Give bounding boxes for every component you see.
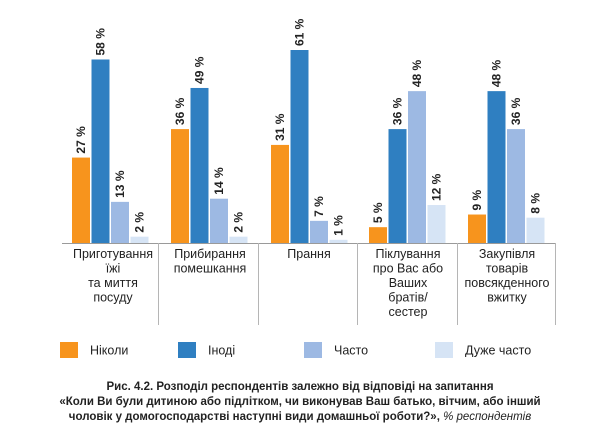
caption-line-3-row: чоловік у домогосподарстві наступні види… xyxy=(20,410,580,425)
bar-5-4 xyxy=(526,217,545,243)
category-label-line: Піклування xyxy=(376,247,441,261)
category-label-line: Закупівля xyxy=(479,247,535,261)
bar-1-2 xyxy=(91,59,110,243)
bar-4-1 xyxy=(369,227,387,243)
legend-label: Іноді xyxy=(208,344,235,358)
bar-1-4 xyxy=(130,236,149,243)
bar-value-label: 7 % xyxy=(312,196,326,217)
caption-line-1: Рис. 4.2. Розподіл респондентів залежно … xyxy=(106,381,494,393)
legend-item: Часто xyxy=(304,342,368,358)
bar-value-label: 9 % xyxy=(470,190,484,211)
category-label: Приготування їжі та миття посуду xyxy=(73,247,153,305)
bar-1-3 xyxy=(111,201,129,243)
legend-item: Дуже часто xyxy=(435,342,531,358)
category-label: Прання xyxy=(287,247,330,261)
legend-swatch xyxy=(304,342,322,358)
category-label-line: про Вас або xyxy=(373,262,443,276)
legend-item: Іноді xyxy=(178,342,235,358)
legend-label: Дуже часто xyxy=(465,344,531,358)
legend-swatch xyxy=(60,342,78,358)
bar-chart: 27 %58 %13 %2 %Приготування їжі та миття по… xyxy=(60,18,556,358)
category-label-line: повсякденного xyxy=(465,276,550,290)
bar-value-label: 12 % xyxy=(430,173,444,201)
bar-3-1 xyxy=(271,144,289,243)
bar-value-label: 1 % xyxy=(332,215,346,236)
bar-value-label: 8 % xyxy=(529,193,543,214)
bar-value-label: 36 % xyxy=(509,97,523,125)
bar-5-2 xyxy=(487,91,506,243)
category-label-line: Прибирання xyxy=(174,247,246,261)
bar-value-label: 48 % xyxy=(490,59,504,87)
bar-value-label: 13 % xyxy=(113,170,127,198)
bar-4-4 xyxy=(427,205,446,243)
bar-5-3 xyxy=(507,129,525,243)
bar-3-3 xyxy=(310,220,328,243)
legend-swatch xyxy=(435,342,453,358)
category-label-line: товарів xyxy=(486,262,529,276)
legend-label: Ніколи xyxy=(90,344,128,358)
legend-swatch xyxy=(178,342,196,358)
bar-value-label: 2 % xyxy=(133,212,147,233)
bar-value-label: 48 % xyxy=(410,59,424,87)
category-label-line: сестер xyxy=(389,305,428,319)
bar-value-label: 5 % xyxy=(371,202,385,223)
category-label-line: їжі xyxy=(105,262,121,276)
category-label-line: та миття xyxy=(88,276,138,290)
category-label-line: посуду xyxy=(93,291,133,305)
category-label: Прибирання помешкання xyxy=(174,247,247,276)
bar-2-2 xyxy=(190,87,209,243)
bar-2-1 xyxy=(171,129,189,243)
category-label-line: Ваших xyxy=(389,276,428,290)
figure-caption: Рис. 4.2. Розподіл респондентів залежно … xyxy=(20,380,580,425)
bar-value-label: 14 % xyxy=(212,167,226,195)
bar-4-2 xyxy=(388,129,407,243)
bar-2-4 xyxy=(229,236,248,243)
bar-value-label: 27 % xyxy=(74,126,88,154)
category-label-line: вжитку xyxy=(487,291,527,305)
category-label-line: братів/ xyxy=(388,291,428,305)
bar-value-label: 61 % xyxy=(293,18,307,46)
category-label: Піклування про Вас або Ваших братів/сестер xyxy=(373,247,443,319)
caption-line-3: чоловік у домогосподарстві наступні види… xyxy=(68,411,440,423)
category-label-line: Приготування xyxy=(73,247,153,261)
legend-item: Ніколи xyxy=(60,342,128,358)
caption-line-2: «Коли Ви були дитиною або підлітком, чи … xyxy=(59,396,541,408)
bar-value-label: 58 % xyxy=(94,28,108,56)
bar-value-label: 36 % xyxy=(391,97,405,125)
bar-4-3 xyxy=(408,91,426,243)
bar-3-2 xyxy=(290,50,309,243)
category-label-line: помешкання xyxy=(174,262,247,276)
bar-value-label: 49 % xyxy=(193,56,207,84)
bar-value-label: 2 % xyxy=(232,212,246,233)
caption-note: % респондентів xyxy=(443,411,532,423)
category-label: Закупівля товарів повсякденного вжитку xyxy=(465,247,550,305)
category-label-line: Прання xyxy=(287,247,330,261)
bar-3-4 xyxy=(329,239,348,243)
bar-1-1 xyxy=(72,157,90,243)
legend-label: Часто xyxy=(334,344,368,358)
bar-value-label: 36 % xyxy=(173,97,187,125)
bar-2-3 xyxy=(210,198,228,243)
bar-5-1 xyxy=(468,214,486,243)
bar-value-label: 31 % xyxy=(273,113,287,141)
